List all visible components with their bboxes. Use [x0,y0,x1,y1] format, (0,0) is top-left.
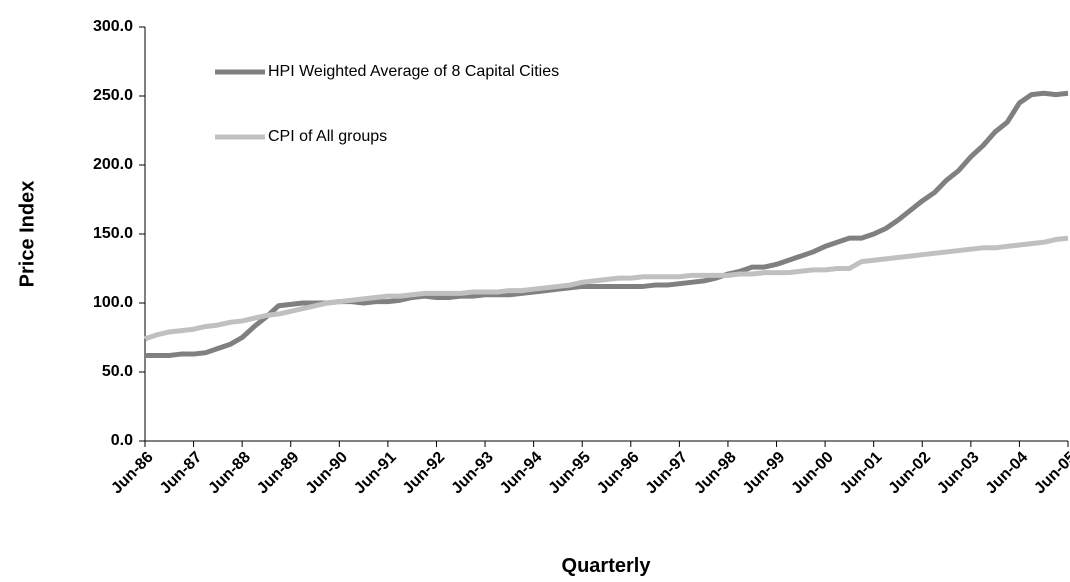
x-tick-label: Jun-89 [254,449,303,498]
x-tick-label: Jun-97 [643,449,692,498]
series-line [145,90,1069,358]
x-tick-label: Jun-94 [497,449,546,498]
x-tick-label: Jun-96 [594,449,643,498]
y-tick-label: 300.0 [93,18,133,35]
x-tick-label: Jun-03 [934,449,983,498]
x-tick-label: Jun-99 [740,449,789,498]
x-tick-label: Jun-00 [788,449,837,498]
y-tick-label: 0.0 [111,432,133,449]
x-tick-label: Jun-04 [983,449,1032,498]
x-tick-label: Jun-02 [886,449,935,498]
x-tick-label: Jun-88 [205,449,254,498]
x-tick-label: Jun-92 [400,449,449,498]
x-tick-label: Jun-05 [1031,449,1070,498]
x-tick-label: Jun-95 [546,449,595,498]
series-line [144,235,1069,342]
legend-label: HPI Weighted Average of 8 Capital Cities [268,63,559,80]
x-tick-label: Jun-93 [448,449,497,498]
x-tick-label: Jun-90 [303,449,352,498]
x-tick-label: Jun-01 [837,449,886,498]
y-tick-label: 200.0 [93,156,133,173]
y-tick-label: 250.0 [93,87,133,104]
y-axis-title: Price Index [16,181,38,288]
x-tick-label: Jun-86 [108,449,157,498]
y-tick-label: 50.0 [102,363,133,380]
x-tick-label: Jun-98 [691,449,740,498]
y-tick-label: 150.0 [93,225,133,242]
legend-label: CPI of All groups [268,128,387,145]
x-tick-label: Jun-87 [157,449,206,498]
x-axis-title: Quarterly [562,555,652,577]
x-tick-label: Jun-91 [351,449,400,498]
y-tick-label: 100.0 [93,294,133,311]
